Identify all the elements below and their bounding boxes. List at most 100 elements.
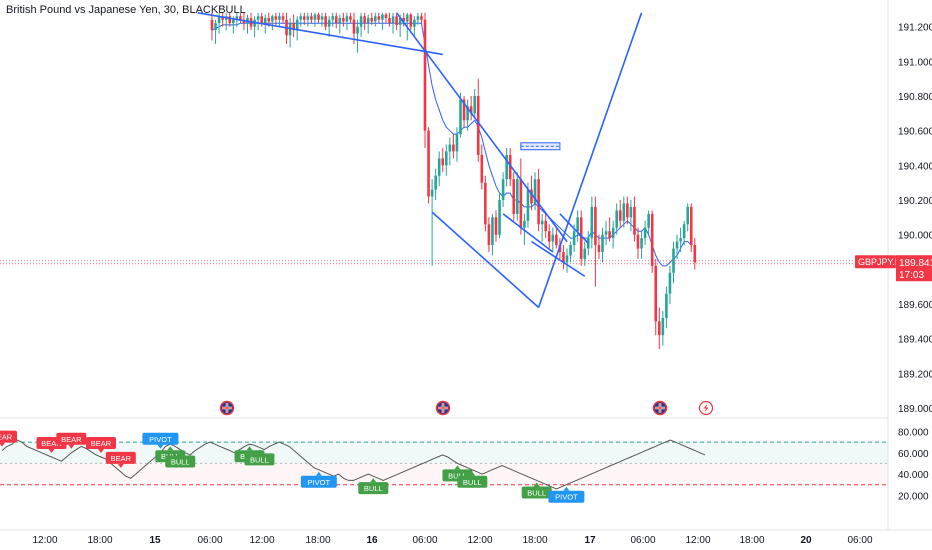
candle-body (398, 18, 402, 25)
time-tick-label: 16 (366, 535, 378, 546)
candle-body (420, 16, 423, 20)
candle-body (615, 210, 618, 228)
osc-tick-label: 60.000 (898, 449, 929, 460)
candle (210, 12, 214, 41)
candle (640, 231, 643, 259)
candle (324, 12, 327, 31)
candle (629, 200, 633, 232)
signal-badge-bull[interactable]: BULL (244, 449, 275, 466)
signal-badge-bg (548, 490, 585, 503)
signal-badge-bull[interactable]: BULL (358, 478, 389, 495)
price-tick-label: 190.600 (898, 127, 932, 138)
lightning-bolt (703, 403, 709, 413)
time-tick-label: 12:00 (249, 535, 274, 546)
candle (533, 172, 537, 211)
candle-body (583, 248, 587, 259)
candle-body (356, 26, 359, 34)
candle (601, 227, 604, 263)
signal-badge-bear[interactable]: BEAR (56, 432, 87, 449)
candle-body (579, 217, 583, 259)
candle (643, 220, 647, 246)
signal-badge-bull[interactable]: BULL (457, 471, 488, 488)
candle-body (544, 220, 547, 232)
candle (686, 203, 689, 232)
signal-badge-pointer (98, 449, 105, 454)
candle-body (384, 14, 388, 18)
candle-body (349, 16, 352, 20)
candle-body (668, 272, 672, 294)
trendline[interactable] (559, 213, 589, 244)
uk-flag-icon[interactable] (435, 400, 451, 416)
candle-body (682, 224, 686, 239)
osc-tick-label: 20.000 (898, 491, 929, 502)
candle (579, 210, 583, 266)
candle-body (654, 265, 658, 322)
signal-badge-bear[interactable]: BEAR (0, 430, 17, 447)
candle-body (516, 179, 519, 214)
candle-body (235, 16, 239, 20)
time-tick-label: 18:00 (305, 535, 330, 546)
candle (214, 19, 217, 44)
candle (569, 241, 572, 263)
uk-flag-icon[interactable] (219, 400, 235, 416)
candle (665, 286, 668, 329)
candle-body (448, 144, 452, 152)
uk-flag-icon[interactable] (652, 400, 668, 416)
candle-body (295, 19, 299, 31)
time-tick-label: 06:00 (630, 535, 655, 546)
candle-body (256, 16, 260, 20)
candle (295, 16, 299, 41)
trendline[interactable] (395, 12, 568, 243)
candle-body (310, 16, 313, 20)
candle-body (263, 18, 267, 24)
signal-badge-bg (165, 455, 196, 468)
signal-badge-pivot[interactable]: PIVOT (548, 486, 585, 503)
candle-body (611, 227, 615, 239)
price-tick-label: 191.000 (898, 57, 932, 68)
candle-body (303, 16, 306, 20)
candle (484, 175, 487, 232)
signal-badge-bull[interactable]: BULL (521, 482, 552, 499)
trendline[interactable] (531, 240, 586, 277)
signal-badge-pointer (315, 471, 322, 476)
signal-badge-pointer (117, 463, 124, 468)
candle (618, 200, 622, 228)
signal-badge-label: BEAR (61, 435, 82, 444)
trendline[interactable] (431, 211, 540, 309)
candle (359, 12, 363, 38)
signal-badge-bear[interactable]: BEAR (86, 437, 117, 454)
candle (256, 12, 260, 31)
candle (668, 265, 672, 304)
candle (555, 227, 558, 249)
candle (626, 196, 629, 225)
candle (363, 12, 366, 31)
signal-badge-pivot[interactable]: PIVOT (142, 432, 179, 449)
signal-badge-pivot[interactable]: PIVOT (300, 471, 337, 488)
lightning-icon[interactable] (698, 400, 714, 416)
candle (583, 241, 587, 266)
trendline[interactable] (537, 12, 643, 308)
candle-body (665, 293, 668, 318)
signal-badge-bear[interactable]: BEAR (105, 451, 136, 468)
signal-badge-pointer (68, 444, 75, 449)
signal-badge-pointer (469, 471, 476, 476)
candle-body (352, 19, 356, 34)
trendline[interactable] (502, 213, 554, 253)
candle-body (576, 217, 579, 232)
candle-body (523, 220, 526, 228)
candle-body (487, 224, 491, 246)
candle-body (359, 16, 363, 27)
candle-body (508, 154, 512, 180)
candle-body (555, 234, 558, 246)
signal-badge-bull[interactable]: BULL (165, 451, 196, 468)
trendline[interactable] (197, 12, 443, 56)
candle-body (381, 14, 384, 20)
candle (476, 78, 480, 162)
time-tick-label: 06:00 (412, 535, 437, 546)
price-tick-label: 190.800 (898, 92, 932, 103)
candle (423, 12, 427, 148)
candle-body (526, 189, 530, 221)
signal-badge-bg (457, 475, 488, 488)
